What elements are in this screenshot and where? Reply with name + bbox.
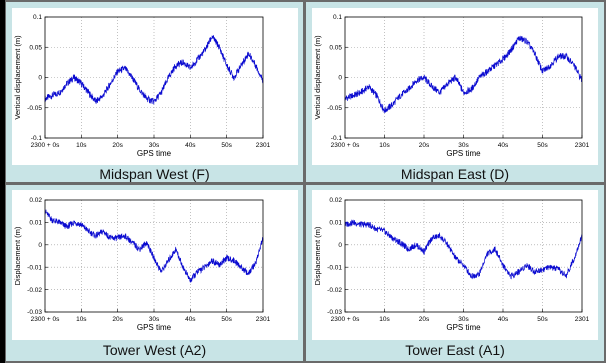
x-tick-label: 40s xyxy=(498,316,509,323)
x-tick-label: 10s xyxy=(379,316,390,323)
x-axis-label: GPS time xyxy=(446,323,481,332)
y-tick-label: -0.1 xyxy=(31,135,43,142)
series-line xyxy=(44,209,264,283)
y-tick-label: 0 xyxy=(338,75,342,82)
x-tick-label: 10s xyxy=(379,142,390,149)
series-line xyxy=(44,35,264,105)
x-tick-label: 10s xyxy=(76,142,87,149)
plot-bg-midspan-west xyxy=(12,8,298,165)
y-tick-label: -0.02 xyxy=(27,287,42,294)
y-tick-label: 0 xyxy=(38,242,42,249)
left-bar xyxy=(0,0,5,363)
chart-caption: Tower East (A1) xyxy=(405,342,505,358)
charts-layer: 2300 + 0s 10s 20s 30s 40s 50s 2301 -0.1 -0.05 0 0.… xyxy=(13,14,590,332)
x-tick-label: 40s xyxy=(185,316,196,323)
plot-bg-midspan-east xyxy=(312,8,598,165)
x-tick-label: 30s xyxy=(458,316,469,323)
x-tick-label: 30s xyxy=(149,316,160,323)
x-tick-label: 20s xyxy=(419,142,430,149)
plot-bg-tower-west xyxy=(12,190,298,340)
chart-caption: Midspan West (F) xyxy=(99,166,210,182)
plot-area-border xyxy=(44,16,264,139)
y-tick-label: -0.02 xyxy=(327,287,342,294)
y-axis-label: Displacement (m) xyxy=(13,226,22,285)
x-tick-label: 50s xyxy=(221,142,232,149)
x-axis-label: GPS time xyxy=(137,149,172,158)
x-tick-label: 2300 + 0s xyxy=(331,142,360,149)
y-tick-label: -0.03 xyxy=(27,309,42,316)
x-tick-label: 2301 xyxy=(256,142,271,149)
chart-caption: Midspan East (D) xyxy=(400,166,510,182)
y-axis-label: Vertical displacement (m) xyxy=(313,35,322,120)
plot-area-border xyxy=(344,16,583,139)
x-axis-label: GPS time xyxy=(446,149,481,158)
y-tick-label: 0.1 xyxy=(333,14,342,21)
x-tick-label: 2300 + 0s xyxy=(31,316,60,323)
chart-caption: Tower West (A2) xyxy=(102,342,207,358)
x-tick-label: 10s xyxy=(76,316,87,323)
x-tick-label: 50s xyxy=(221,316,232,323)
x-tick-label: 40s xyxy=(185,142,196,149)
y-axis-label: Vertical displacement (m) xyxy=(13,35,22,120)
x-axis-label: GPS time xyxy=(137,323,172,332)
series-line xyxy=(344,219,583,280)
y-tick-label: -0.05 xyxy=(27,105,42,112)
x-tick-label: 30s xyxy=(458,142,469,149)
x-tick-label: 2301 xyxy=(256,316,271,323)
y-tick-label: -0.01 xyxy=(27,264,42,271)
x-tick-label: 50s xyxy=(537,316,548,323)
x-tick-label: 40s xyxy=(498,142,509,149)
y-tick-label: 0.1 xyxy=(33,14,42,21)
y-tick-label: -0.03 xyxy=(327,309,342,316)
y-tick-label: 0.02 xyxy=(29,197,42,204)
plot-area-border xyxy=(344,199,583,313)
y-tick-label: 0.01 xyxy=(29,220,42,227)
y-tick-label: 0.01 xyxy=(329,220,342,227)
y-tick-label: -0.01 xyxy=(327,264,342,271)
x-tick-label: 2300 + 0s xyxy=(31,142,60,149)
x-tick-label: 50s xyxy=(537,142,548,149)
y-tick-label: 0.05 xyxy=(29,44,42,51)
series-line xyxy=(344,35,583,114)
y-tick-label: 0 xyxy=(338,242,342,249)
x-tick-label: 20s xyxy=(419,316,430,323)
x-tick-label: 20s xyxy=(112,142,123,149)
x-tick-label: 2301 xyxy=(575,316,590,323)
x-tick-label: 20s xyxy=(112,316,123,323)
y-tick-label: 0.02 xyxy=(329,197,342,204)
x-tick-label: 30s xyxy=(149,142,160,149)
x-tick-label: 2301 xyxy=(575,142,590,149)
y-axis-label: Displacement (m) xyxy=(313,226,322,285)
y-tick-label: 0.05 xyxy=(329,44,342,51)
y-tick-label: -0.1 xyxy=(331,135,343,142)
y-tick-label: -0.05 xyxy=(327,105,342,112)
x-tick-label: 2300 + 0s xyxy=(331,316,360,323)
plot-area-border xyxy=(44,199,264,313)
y-tick-label: 0 xyxy=(38,75,42,82)
